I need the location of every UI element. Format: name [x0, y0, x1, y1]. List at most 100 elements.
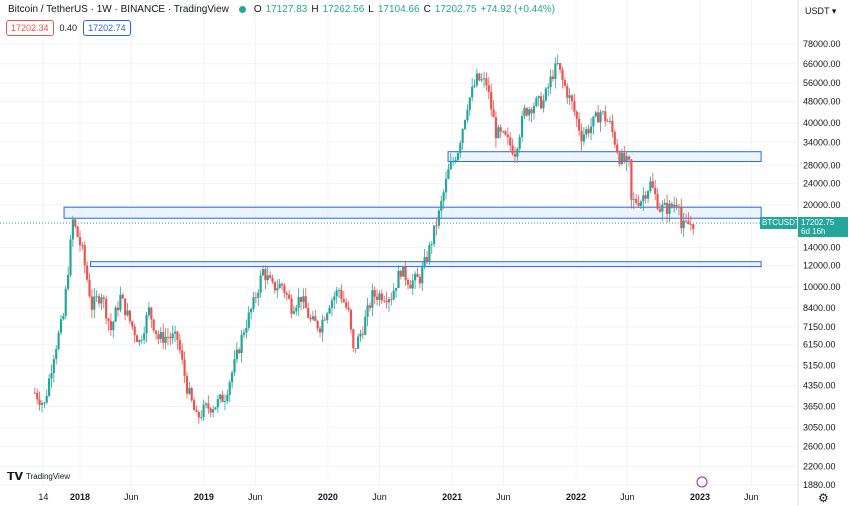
candle-body	[304, 296, 307, 309]
candle-body	[620, 152, 624, 165]
y-tick-label: 56000.00	[803, 78, 841, 88]
open-value: 17127.83	[265, 4, 308, 15]
candle-body	[352, 329, 355, 349]
candle-body	[48, 378, 51, 396]
candle-body	[257, 292, 260, 298]
candle-body	[107, 318, 110, 322]
candle-body	[390, 299, 393, 300]
candle-body	[639, 201, 643, 206]
candle-body	[406, 279, 410, 285]
candle-body	[392, 290, 395, 300]
candle-body	[250, 308, 253, 313]
candle-body	[93, 296, 96, 310]
open-label: O	[253, 4, 262, 15]
candle-body	[589, 126, 593, 134]
candle-body	[373, 290, 376, 297]
candle-body	[252, 297, 255, 309]
candle-body	[368, 305, 372, 308]
candle-body	[185, 375, 189, 394]
close-label: C	[423, 4, 431, 15]
candle-body	[582, 134, 585, 142]
candle-body	[468, 97, 471, 110]
candle-body	[78, 236, 82, 246]
candle-body	[55, 348, 58, 360]
candle-body	[482, 78, 486, 80]
candle-body	[264, 269, 267, 280]
candle-body	[435, 225, 438, 227]
candle-body	[83, 245, 86, 266]
candle-body	[658, 208, 662, 212]
candle-body	[133, 326, 136, 336]
candle-body	[171, 333, 174, 339]
candle-body	[290, 298, 293, 314]
candle-body	[169, 336, 172, 339]
candle-body	[59, 319, 63, 333]
candle-body	[266, 275, 269, 280]
candle-body	[364, 316, 367, 335]
candle-body	[211, 409, 215, 413]
currency-selector[interactable]: USDT ▾	[805, 6, 836, 17]
candle-body	[36, 392, 39, 400]
candle-body	[309, 317, 312, 320]
change-value: +74.92 (+0.44%)	[480, 4, 556, 15]
candle-body	[504, 131, 507, 135]
candle-body	[501, 131, 505, 133]
x-tick-label: 2023	[690, 492, 710, 502]
candle-body	[202, 405, 205, 418]
y-tick-label: 40000.00	[803, 118, 841, 128]
candle-body	[601, 111, 604, 113]
candle-body	[340, 290, 343, 300]
bid-price-button[interactable]: 17202.34	[6, 20, 54, 36]
candle-body	[580, 130, 583, 142]
candle-body	[223, 401, 227, 402]
candle-body	[654, 187, 657, 195]
tradingview-logo[interactable]: 𝗧𝗩 TradingView	[7, 470, 70, 483]
candle-body	[297, 296, 300, 308]
candle-body	[50, 373, 53, 379]
candle-body	[100, 297, 103, 304]
candle-body	[166, 336, 170, 338]
candle-body	[520, 116, 524, 138]
candle-body	[585, 129, 588, 135]
candle-body	[356, 336, 360, 349]
candle-body	[554, 63, 557, 79]
candle-body	[245, 327, 248, 333]
candle-body	[359, 333, 362, 337]
candle-body	[387, 299, 391, 303]
candle-body	[197, 412, 200, 418]
gear-icon[interactable]: ⚙	[818, 491, 829, 505]
y-tick-label: 66000.00	[803, 59, 841, 69]
candle-body	[95, 296, 98, 298]
y-tick-label: 28000.00	[803, 160, 841, 170]
symbol-title[interactable]: Bitcoin / TetherUS · 1W · BINANCE · Trad…	[8, 4, 229, 15]
high-value: 17262.56	[322, 4, 365, 15]
candle-body	[430, 243, 433, 245]
candle-body	[421, 267, 424, 284]
candle-body	[97, 296, 101, 304]
candle-body	[204, 403, 208, 406]
y-tick-label: 12000.00	[803, 261, 841, 271]
candle-body	[509, 137, 512, 146]
candle-body	[62, 315, 65, 320]
candle-body	[335, 290, 338, 297]
candle-body	[147, 307, 151, 316]
y-tick-label: 8400.00	[803, 303, 836, 313]
candle-body	[651, 181, 654, 188]
candle-body	[395, 287, 398, 291]
y-tick-label: 7150.00	[803, 322, 836, 332]
candle-body	[214, 407, 217, 410]
candle-body	[480, 79, 483, 81]
candle-body	[314, 316, 317, 322]
candle-body	[646, 191, 650, 199]
y-tick-label: 6150.00	[803, 340, 836, 350]
candle-body	[33, 392, 36, 394]
candle-body	[278, 283, 281, 289]
y-tick-label: 2200.00	[803, 461, 836, 471]
candle-body	[126, 310, 129, 316]
candle-body	[307, 308, 310, 318]
candle-body	[444, 178, 448, 193]
candle-body	[566, 85, 569, 98]
candle-body	[238, 349, 241, 354]
ask-price-button[interactable]: 17202.74	[83, 20, 131, 36]
